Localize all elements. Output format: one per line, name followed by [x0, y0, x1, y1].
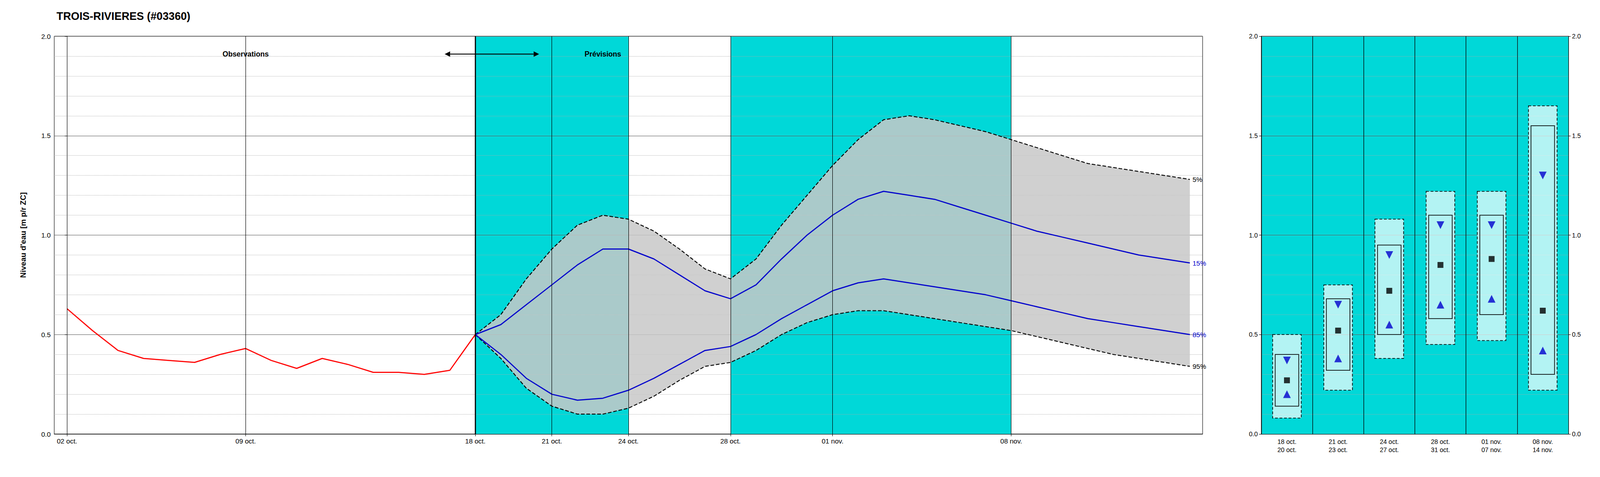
- svg-text:07 nov.: 07 nov.: [1481, 445, 1502, 454]
- svg-text:23 oct.: 23 oct.: [1328, 445, 1348, 454]
- svg-text:14 nov.: 14 nov.: [1532, 445, 1553, 454]
- svg-text:24 oct.: 24 oct.: [618, 436, 639, 445]
- svg-text:0.0: 0.0: [1571, 429, 1582, 438]
- svg-text:18 oct.: 18 oct.: [465, 436, 486, 445]
- svg-text:95%: 95%: [1192, 362, 1207, 370]
- svg-text:1.0: 1.0: [1249, 231, 1259, 239]
- svg-text:1.5: 1.5: [1249, 132, 1259, 140]
- svg-text:1.0: 1.0: [41, 231, 51, 239]
- svg-text:09 oct.: 09 oct.: [235, 436, 256, 445]
- svg-text:21 oct.: 21 oct.: [541, 436, 562, 445]
- svg-text:15%: 15%: [1192, 259, 1207, 267]
- svg-text:02 oct.: 02 oct.: [56, 436, 78, 445]
- svg-text:08 nov.: 08 nov.: [1532, 437, 1553, 445]
- svg-text:1.0: 1.0: [1571, 231, 1582, 239]
- svg-text:01 nov.: 01 nov.: [821, 436, 844, 445]
- svg-text:Niveau d'eau [m p/r ZC]: Niveau d'eau [m p/r ZC]: [18, 192, 28, 278]
- svg-text:0.5: 0.5: [1249, 330, 1259, 338]
- svg-text:TROIS-RIVIERES (#03360): TROIS-RIVIERES (#03360): [56, 9, 191, 23]
- svg-text:28 oct.: 28 oct.: [1430, 437, 1450, 445]
- svg-text:01 nov.: 01 nov.: [1481, 437, 1502, 445]
- svg-text:0.0: 0.0: [41, 429, 51, 438]
- svg-text:Observations: Observations: [222, 50, 269, 58]
- svg-text:2.0: 2.0: [1249, 32, 1259, 40]
- svg-text:5%: 5%: [1192, 175, 1203, 184]
- svg-text:1.5: 1.5: [41, 131, 51, 140]
- svg-text:0.5: 0.5: [41, 330, 51, 339]
- svg-text:2.0: 2.0: [41, 32, 51, 41]
- svg-text:2.0: 2.0: [1571, 32, 1582, 40]
- svg-text:0.5: 0.5: [1571, 330, 1582, 338]
- svg-text:0.0: 0.0: [1249, 429, 1259, 438]
- svg-text:27 oct.: 27 oct.: [1379, 445, 1399, 454]
- svg-text:08 nov.: 08 nov.: [1000, 436, 1023, 445]
- svg-text:21 oct.: 21 oct.: [1328, 437, 1348, 445]
- svg-text:1.5: 1.5: [1571, 132, 1582, 140]
- svg-text:20 oct.: 20 oct.: [1277, 445, 1297, 454]
- svg-text:24 oct.: 24 oct.: [1379, 437, 1399, 445]
- svg-text:85%: 85%: [1192, 330, 1207, 339]
- svg-text:31 oct.: 31 oct.: [1430, 445, 1450, 454]
- svg-text:18 oct.: 18 oct.: [1277, 437, 1297, 445]
- svg-text:28 oct.: 28 oct.: [720, 436, 741, 445]
- svg-text:Prévisions: Prévisions: [584, 50, 622, 58]
